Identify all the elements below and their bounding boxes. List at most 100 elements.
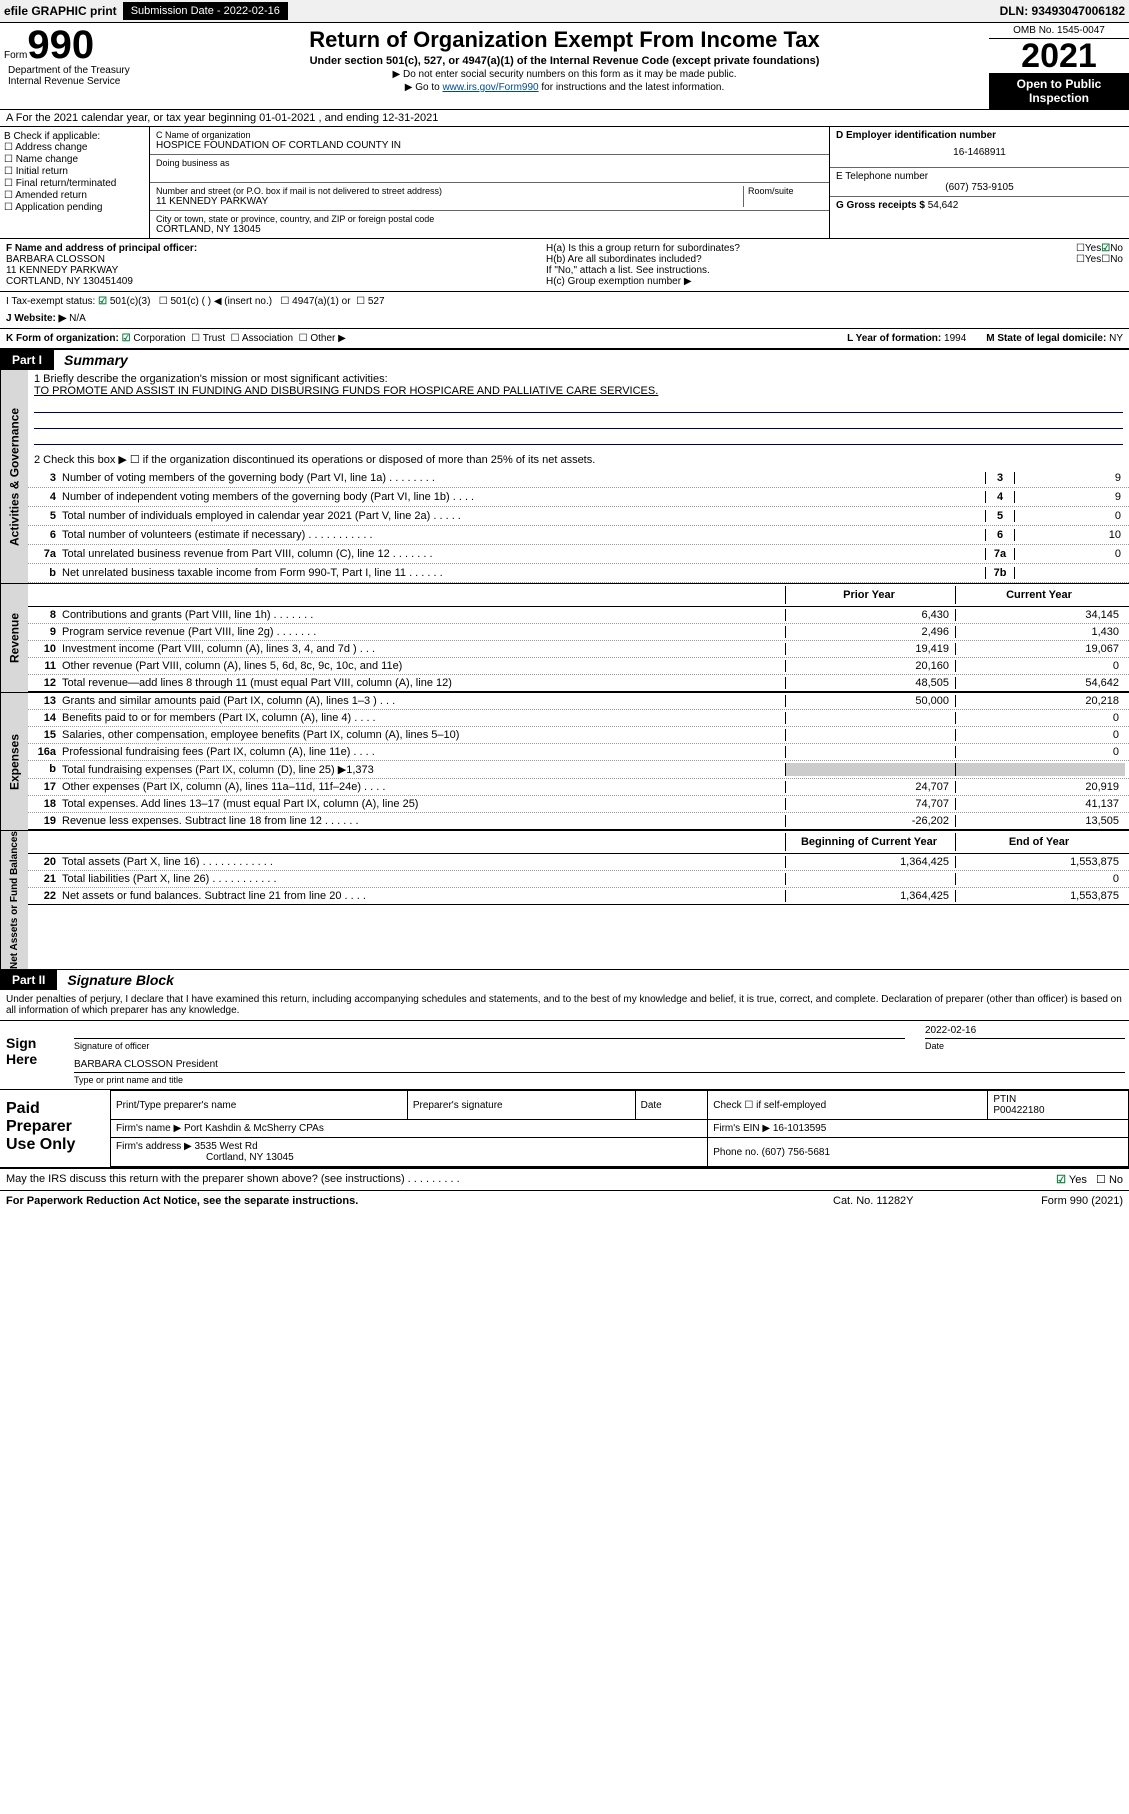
line-text: Number of independent voting members of … (62, 491, 985, 503)
opt-501c: 501(c) ( ) ◀ (insert no.) (170, 296, 272, 307)
firm-name-label: Firm's name ▶ (116, 1123, 181, 1134)
prep-phone: (607) 756-5681 (762, 1147, 830, 1158)
open-to-public: Open to Public Inspection (989, 73, 1129, 109)
line-val: 9 (1015, 472, 1125, 484)
col-current: 0 (955, 660, 1125, 672)
form-num: 990 (27, 23, 94, 67)
sign-here-label: Sign Here (0, 1021, 70, 1089)
footer-form: Form 990 (2021) (973, 1195, 1123, 1207)
org-name: HOSPICE FOUNDATION OF CORTLAND COUNTY IN (156, 140, 823, 151)
tax-exempt-label: I Tax-exempt status: (6, 296, 95, 307)
m-label: M State of legal domicile: (986, 333, 1106, 344)
mission-line (34, 399, 1123, 413)
officer-name: BARBARA CLOSSON (6, 254, 534, 265)
col-current (955, 763, 1125, 776)
cb-initial[interactable]: ☐ Initial return (4, 166, 145, 177)
line-text: Net assets or fund balances. Subtract li… (62, 890, 785, 902)
firm-addr-label: Firm's address ▶ (116, 1141, 192, 1152)
addr-label: Number and street (or P.O. box if mail i… (156, 186, 743, 196)
firm-addr2: Cortland, NY 13045 (116, 1152, 294, 1163)
form-word: Form (4, 50, 27, 61)
cb-address-change[interactable]: ☐ Address change (4, 142, 145, 153)
line-box: 5 (985, 510, 1015, 522)
line-num: 9 (32, 626, 62, 638)
col-current: 19,067 (955, 643, 1125, 655)
col-current: 41,137 (955, 798, 1125, 810)
line-num: 21 (32, 873, 62, 885)
cb-amended[interactable]: ☐ Amended return (4, 190, 145, 201)
ha-no: No (1110, 243, 1123, 254)
side-netassets: Net Assets or Fund Balances (0, 831, 28, 969)
section-b: B Check if applicable: ☐ Address change … (0, 127, 150, 238)
penalties-text: Under penalties of perjury, I declare th… (0, 990, 1129, 1021)
line-num: 3 (32, 472, 62, 484)
line-num: 8 (32, 609, 62, 621)
col-prior: -26,202 (785, 815, 955, 827)
page-title: Return of Organization Exempt From Incom… (144, 27, 985, 53)
col-current: 13,505 (955, 815, 1125, 827)
firm-addr1: 3535 West Rd (195, 1141, 258, 1152)
ha-yes[interactable]: ☐Yes (1076, 243, 1101, 254)
website-label: J Website: ▶ (6, 313, 66, 324)
firm-ein: 16-1013595 (773, 1123, 826, 1134)
sig-officer-label: Signature of officer (74, 1041, 905, 1051)
col-prior (785, 763, 955, 776)
tax-year: 2021 (989, 39, 1129, 73)
footer-cat: Cat. No. 11282Y (833, 1195, 973, 1207)
prep-date-label: Date (635, 1091, 708, 1120)
l-val: 1994 (944, 333, 966, 344)
col-prior: 20,160 (785, 660, 955, 672)
l1-label: 1 Briefly describe the organization's mi… (34, 373, 1123, 385)
name-label: C Name of organization (156, 130, 823, 140)
header-end: End of Year (955, 833, 1125, 851)
officer-addr1: 11 KENNEDY PARKWAY (6, 265, 534, 276)
prep-sig-label: Preparer's signature (407, 1091, 635, 1120)
col-prior: 74,707 (785, 798, 955, 810)
line-num: 20 (32, 856, 62, 868)
gross-value: 54,642 (928, 200, 959, 211)
line-box: 4 (985, 491, 1015, 503)
col-current: 1,553,875 (955, 856, 1125, 868)
col-current: 0 (955, 746, 1125, 758)
line-text: Total number of volunteers (estimate if … (62, 529, 985, 541)
line-text: Investment income (Part VIII, column (A)… (62, 643, 785, 655)
line-text: Total revenue—add lines 8 through 11 (mu… (62, 677, 785, 689)
col-current: 0 (955, 712, 1125, 724)
line-val: 0 (1015, 510, 1125, 522)
side-activities: Activities & Governance (0, 370, 28, 583)
prep-phone-label: Phone no. (713, 1147, 759, 1158)
dln: DLN: 93493047006182 (1000, 4, 1125, 18)
sig-date: 2022-02-16 (925, 1025, 1125, 1039)
note-link: ▶ Go to www.irs.gov/Form990 for instruct… (144, 82, 985, 93)
submission-date: Submission Date - 2022-02-16 (123, 2, 288, 20)
line-text: Other expenses (Part IX, column (A), lin… (62, 781, 785, 793)
cb-name-change[interactable]: ☐ Name change (4, 154, 145, 165)
opt-4947: 4947(a)(1) or (292, 296, 350, 307)
cb-application[interactable]: ☐ Application pending (4, 202, 145, 213)
phone-value: (607) 753-9105 (836, 182, 1123, 193)
line-val: 0 (1015, 548, 1125, 560)
section-a: A For the 2021 calendar year, or tax yea… (0, 110, 1129, 127)
hb-yes[interactable]: ☐Yes (1076, 254, 1101, 265)
hb-no[interactable]: ☐No (1101, 254, 1123, 265)
line-text: Total fundraising expenses (Part IX, col… (62, 763, 785, 776)
line-val (1015, 567, 1125, 579)
col-current: 20,919 (955, 781, 1125, 793)
l2: 2 Check this box ▶ ☐ if the organization… (28, 450, 1129, 469)
line-val: 9 (1015, 491, 1125, 503)
col-prior: 1,364,425 (785, 890, 955, 902)
note-ssn: ▶ Do not enter social security numbers o… (144, 69, 985, 80)
footer-left: For Paperwork Reduction Act Notice, see … (6, 1195, 833, 1207)
cb-final[interactable]: ☐ Final return/terminated (4, 178, 145, 189)
col-prior (785, 729, 955, 741)
part1-title: Summary (54, 352, 128, 368)
line-text: Number of voting members of the governin… (62, 472, 985, 484)
501c3-check: ☑ (98, 296, 107, 307)
col-prior: 2,496 (785, 626, 955, 638)
prep-name-label: Print/Type preparer's name (111, 1091, 408, 1120)
check-self-employed[interactable]: Check ☐ if self-employed (708, 1091, 988, 1120)
col-current: 20,218 (955, 695, 1125, 707)
mission-line (34, 415, 1123, 429)
irs-link[interactable]: www.irs.gov/Form990 (442, 82, 538, 93)
opt-trust: Trust (203, 333, 225, 344)
